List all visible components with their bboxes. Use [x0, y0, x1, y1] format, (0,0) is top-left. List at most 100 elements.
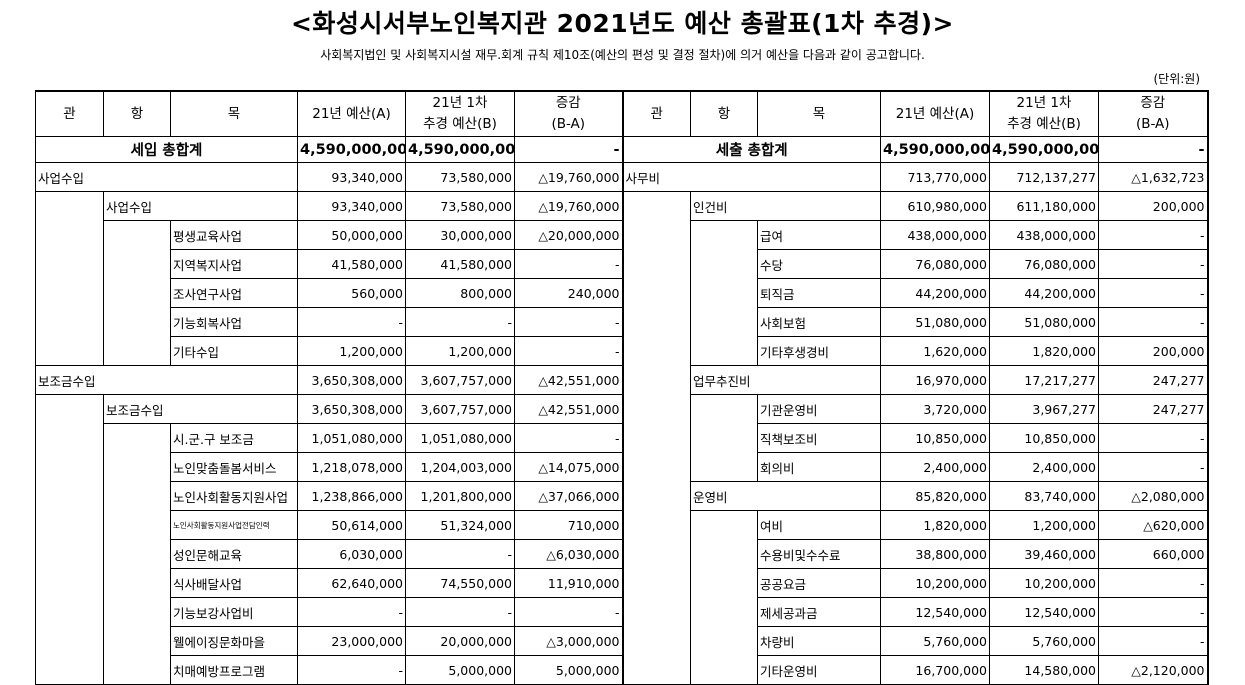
revenue-budget-a: 1,218,078,000 — [297, 452, 406, 482]
header-hang-expense: 항 — [690, 90, 758, 137]
revenue-hang-blank — [103, 539, 171, 569]
header-diff-line1: 증감 — [555, 95, 581, 111]
table-row: 노인맞춤돌봄서비스 1,218,078,000 1,204,003,000 △14,0… — [35, 452, 1209, 482]
expense-mok-label: 사회보험 — [757, 307, 881, 337]
revenue-budget-a: 1,238,866,000 — [297, 481, 406, 511]
expense-mok-label: 기타후생경비 — [757, 336, 881, 366]
revenue-budget-a: 23,000,000 — [297, 626, 406, 656]
expense-hang-blank — [690, 510, 758, 540]
revenue-diff: △3,000,000 — [514, 626, 623, 656]
expense-budget-b: 39,460,000 — [989, 539, 1099, 569]
expense-diff: - — [1098, 278, 1209, 308]
expense-diff: 660,000 — [1098, 539, 1209, 569]
revenue-budget-a: 93,340,000 — [297, 162, 406, 192]
expense-budget-b: 51,080,000 — [989, 307, 1099, 337]
revenue-gwan-label: 사업수입 — [35, 162, 298, 192]
revenue-budget-a: - — [297, 597, 406, 627]
expense-hang-blank — [690, 336, 758, 366]
expense-budget-a: 3,720,000 — [880, 394, 990, 424]
revenue-diff: △19,760,000 — [514, 162, 623, 192]
expense-mok-label: 급여 — [757, 220, 881, 250]
expense-diff: 247,277 — [1098, 394, 1209, 424]
expense-gwan-blank — [621, 365, 691, 395]
header-budget-a-revenue: 21년 예산(A) — [297, 90, 406, 137]
expense-gwan-blank — [621, 249, 691, 279]
expense-mok-label: 퇴직금 — [757, 278, 881, 308]
expense-budget-a: 85,820,000 — [880, 481, 990, 511]
revenue-gwan-blank — [35, 191, 104, 221]
revenue-budget-a: 50,000,000 — [297, 220, 406, 250]
revenue-diff: 240,000 — [514, 278, 623, 308]
revenue-diff: △14,075,000 — [514, 452, 623, 482]
revenue-mok-label: 노인사회활동지원사업 — [170, 481, 298, 511]
revenue-gwan-blank — [35, 481, 104, 511]
header-budget-b-line1: 21년 1차 — [432, 95, 488, 111]
revenue-hang-blank — [103, 307, 171, 337]
expense-diff: - — [1098, 220, 1209, 250]
header-mok-revenue: 목 — [170, 90, 298, 137]
expense-diff: 247,277 — [1098, 365, 1209, 395]
expense-total-label: 세출 총합계 — [621, 136, 881, 163]
header-budget-b-line1: 21년 1차 — [1016, 95, 1072, 111]
expense-budget-b: 3,967,277 — [989, 394, 1099, 424]
expense-gwan-blank — [621, 510, 691, 540]
budget-summary-table: 관 항 목 21년 예산(A) 21년 1차 추경 예산(B) 증감 (B-A) 관… — [35, 90, 1209, 685]
revenue-mok-label: 노인맞춤돌봄서비스 — [170, 452, 298, 482]
revenue-budget-a: 1,200,000 — [297, 336, 406, 366]
expense-budget-a: 2,400,000 — [880, 452, 990, 482]
revenue-budget-b: 1,201,800,000 — [405, 481, 515, 511]
expense-budget-b: 12,540,000 — [989, 597, 1099, 627]
revenue-hang-blank — [103, 336, 171, 366]
revenue-diff: 11,910,000 — [514, 568, 623, 598]
expense-total-a: 4,590,000,000 — [880, 136, 990, 163]
expense-mok-label: 공공요금 — [757, 568, 881, 598]
revenue-budget-b: 20,000,000 — [405, 626, 515, 656]
revenue-diff: △37,066,000 — [514, 481, 623, 511]
expense-gwan-blank — [621, 394, 691, 424]
expense-budget-b: 83,740,000 — [989, 481, 1099, 511]
header-budget-b-expense: 21년 1차 추경 예산(B) — [989, 90, 1099, 137]
revenue-total-label: 세입 총합계 — [35, 136, 298, 163]
header-mok-expense: 목 — [757, 90, 881, 137]
revenue-hang-blank — [103, 249, 171, 279]
revenue-budget-a: - — [297, 307, 406, 337]
expense-diff: 200,000 — [1098, 191, 1209, 221]
header-gwan-expense: 관 — [621, 90, 691, 137]
table-row: 평생교육사업 50,000,000 30,000,000 △20,000,000 급여 4… — [35, 220, 1209, 250]
expense-budget-b: 611,180,000 — [989, 191, 1099, 221]
expense-budget-a: 713,770,000 — [880, 162, 990, 192]
expense-hang-label: 운영비 — [690, 481, 881, 511]
table-row: 식사배달사업 62,640,000 74,550,000 11,910,000 공공요금… — [35, 568, 1209, 598]
expense-diff: - — [1098, 568, 1209, 598]
revenue-gwan-blank — [35, 626, 104, 656]
expense-hang-blank — [690, 452, 758, 482]
table-row: 조사연구사업 560,000 800,000 240,000 퇴직금 44,200,000… — [35, 278, 1209, 308]
expense-diff: △620,000 — [1098, 510, 1209, 540]
expense-diff: - — [1098, 452, 1209, 482]
expense-hang-blank — [690, 655, 758, 685]
expense-hang-blank — [690, 539, 758, 569]
revenue-gwan-label: 보조금수입 — [35, 365, 298, 395]
table-row: 시.군.구 보조금 1,051,080,000 1,051,080,000- 직책보조… — [35, 423, 1209, 453]
expense-gwan-blank — [621, 336, 691, 366]
header-hang-revenue: 항 — [103, 90, 171, 137]
revenue-budget-b: 1,051,080,000 — [405, 423, 515, 453]
expense-mok-label: 회의비 — [757, 452, 881, 482]
expense-budget-a: 76,080,000 — [880, 249, 990, 279]
revenue-total-a: 4,590,000,000 — [297, 136, 406, 163]
revenue-mok-label: 성인문해교육 — [170, 539, 298, 569]
revenue-budget-a: - — [297, 655, 406, 685]
expense-budget-a: 438,000,000 — [880, 220, 990, 250]
expense-mok-label: 여비 — [757, 510, 881, 540]
expense-hang-blank — [690, 597, 758, 627]
table-row: 사업수입 93,340,000 73,580,000 △19,760,000 사무비 71… — [35, 162, 1209, 192]
revenue-hang-blank — [103, 655, 171, 685]
revenue-diff: △20,000,000 — [514, 220, 623, 250]
expense-hang-blank — [690, 220, 758, 250]
expense-budget-a: 12,540,000 — [880, 597, 990, 627]
expense-diff: - — [1098, 307, 1209, 337]
expense-hang-blank — [690, 423, 758, 453]
table-row: 노인사회활동지원사업전담인력 50,614,000 51,324,000 710,00… — [35, 510, 1209, 540]
header-budget-b-revenue: 21년 1차 추경 예산(B) — [405, 90, 515, 137]
revenue-budget-a: 93,340,000 — [297, 191, 406, 221]
